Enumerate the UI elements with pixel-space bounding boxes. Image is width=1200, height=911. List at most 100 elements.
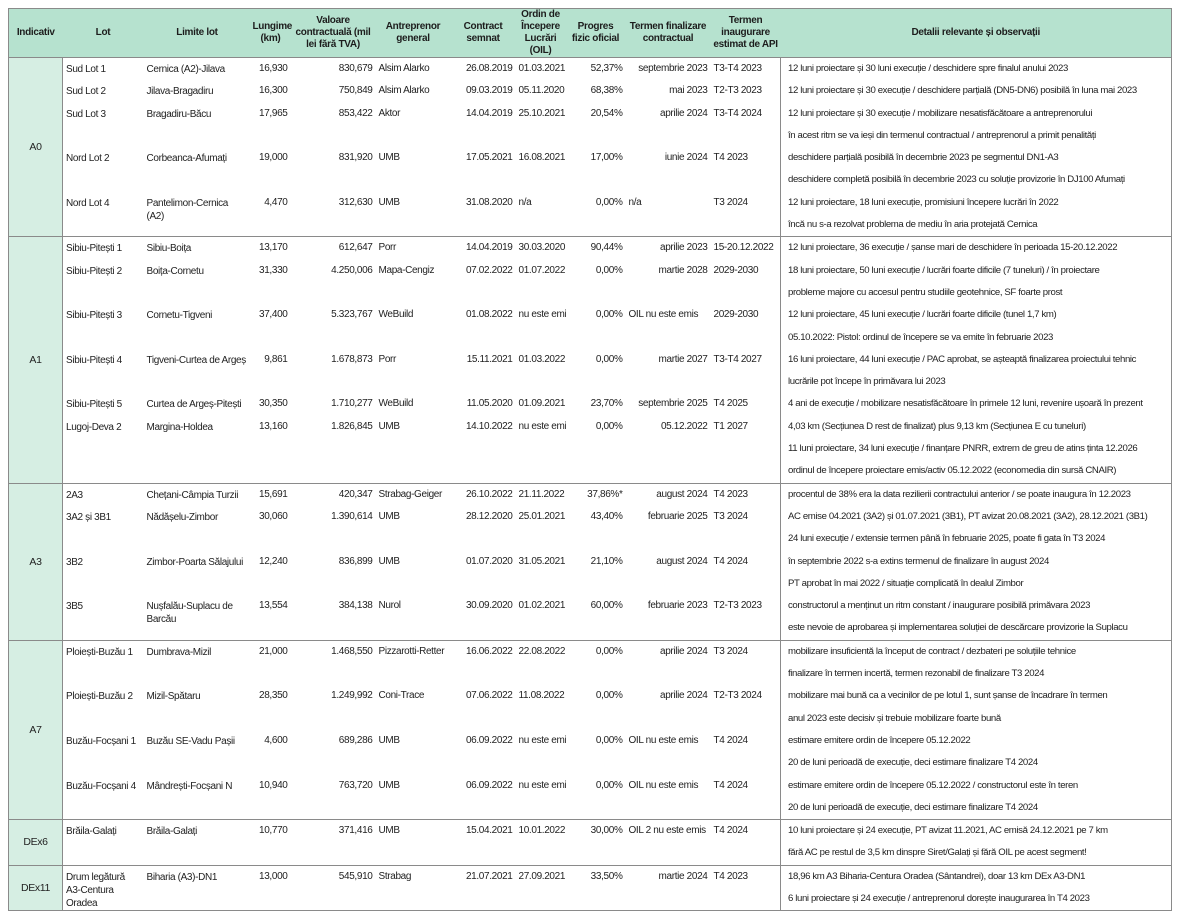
details-cell: 10 luni proiectare și 24 execuție, PT av… xyxy=(780,819,1172,866)
details-note: 12 luni proiectare și 30 execuție / mobi… xyxy=(788,107,1093,119)
lot-cell: Buzău-Focșani 1 xyxy=(66,735,136,747)
table-row: DEx6 Brăila-Galați Brăila-Galați 10,770 371,… xyxy=(8,819,1172,866)
inaugurare-cell: T4 2023 xyxy=(713,152,749,164)
details-note: este nevoie de aprobarea și implementare… xyxy=(788,622,1128,634)
valoare-cell: 1.468,550 xyxy=(290,639,376,686)
col-header-progres: Progres fizic oficial xyxy=(565,8,626,58)
lungime-cell: 37,400 xyxy=(259,309,288,321)
details-note: 12 luni proiectare, 36 execuție / șanse … xyxy=(788,242,1118,254)
antreprenor-cell: Pizzarotti-Retter xyxy=(375,639,451,686)
contract-cell: 26.10.2022 xyxy=(450,482,516,506)
progres-cell: 0,00% xyxy=(595,309,623,321)
lot-cell: Buzău-Focșani 4 xyxy=(66,780,136,792)
indicativ-cell: DEx6 xyxy=(8,819,63,866)
table-row: Sibiu-Pitești 5 Curtea de Argeș-Pitești 30… xyxy=(9,393,1172,416)
progres-cell: 37,86%* xyxy=(565,482,626,506)
lungime-cell: 17,965 xyxy=(259,107,288,119)
details-note: mobilizare insuficientă la început de co… xyxy=(788,645,1076,657)
inaugurare-cell: T3 2024 xyxy=(713,510,749,522)
termen-cell: 05.12.2022 xyxy=(660,420,708,432)
details-cell: 12 luni proiectare, 45 luni execuție / l… xyxy=(780,304,1172,349)
table-row: Sibiu-Pitești 4 Tigveni-Curtea de Argeș 9,… xyxy=(9,348,1172,394)
oil-cell: nu este emis xyxy=(518,309,566,321)
progres-cell: 60,00% xyxy=(590,600,623,612)
progres-cell: 52,37% xyxy=(565,57,626,81)
limite-cell: Pantelimon-Cernica (A2) xyxy=(146,197,229,222)
termen-cell: aprilie 2024 xyxy=(659,107,708,119)
antreprenor-cell: Porr xyxy=(378,353,397,365)
details-note: PT aprobat în mai 2022 / situație compli… xyxy=(788,577,1024,589)
antreprenor-cell: UMB xyxy=(378,152,401,164)
contract-cell: 14.04.2019 xyxy=(465,107,513,119)
lungime-cell: 30,060 xyxy=(259,510,288,522)
antreprenor-cell: Nurol xyxy=(378,600,402,612)
lot-cell: Drum legătură A3-Centura Oradea xyxy=(62,864,144,911)
antreprenor-cell: Mapa-Cengiz xyxy=(378,264,435,276)
details-note: estimare emitere ordin de începere 05.12… xyxy=(788,734,971,746)
limite-cell: Buzău SE-Vadu Pașii xyxy=(146,735,236,747)
valoare-cell: 1.710,277 xyxy=(331,398,373,410)
antreprenor-cell: UMB xyxy=(378,510,401,522)
lungime-cell: 16,300 xyxy=(259,85,288,97)
lot-cell: 3B5 xyxy=(66,601,83,613)
inaugurare-cell: T4 2025 xyxy=(713,398,749,410)
details-note: 16 luni proiectare, 44 luni execuție / P… xyxy=(788,353,1137,365)
inaugurare-cell: 2029-2030 xyxy=(713,309,759,321)
progres-cell: 0,00% xyxy=(595,690,623,702)
details-note: 12 luni proiectare și 30 execuție / desc… xyxy=(788,85,1137,97)
limite-cell: Tigveni-Curtea de Argeș xyxy=(146,354,247,366)
termen-cell: aprilie 2024 xyxy=(659,690,708,702)
contract-cell: 17.05.2021 xyxy=(465,152,513,164)
termen-cell: iunie 2024 xyxy=(664,152,708,164)
oil-cell: 30.03.2020 xyxy=(515,236,566,260)
lot-cell: Ploiești-Buzău 1 xyxy=(62,639,144,686)
inaugurare-cell: 2029-2030 xyxy=(713,264,759,276)
antreprenor-cell: Alsim Alarko xyxy=(375,57,451,81)
inaugurare-cell: T3-T4 2023 xyxy=(710,57,781,81)
antreprenor-cell: UMB xyxy=(378,196,401,208)
details-note: anul 2023 este decisiv și trebuie mobili… xyxy=(788,712,1001,724)
termen-cell: februarie 2023 xyxy=(647,600,708,612)
details-cell: estimare emitere ordin de începere 05.12… xyxy=(780,774,1172,820)
limite-cell: Boița-Cornetu xyxy=(146,265,205,277)
antreprenor-cell: Alsim Alarko xyxy=(378,85,430,97)
contract-cell: 14.10.2022 xyxy=(465,420,513,432)
contract-cell: 06.09.2022 xyxy=(465,734,513,746)
limite-cell: Sibiu-Boița xyxy=(143,236,251,260)
valoare-cell: 5.323,767 xyxy=(331,309,373,321)
lungime-cell: 10,940 xyxy=(259,779,288,791)
limite-cell: Brăila-Galați xyxy=(143,819,251,866)
motorway-status-table: Indicativ Lot Limite lot Lungime (km) Va… xyxy=(8,8,1172,911)
indicativ-cell: A7 xyxy=(8,639,63,820)
oil-cell: 05.11.2020 xyxy=(518,85,565,97)
contract-cell: 06.09.2022 xyxy=(465,779,513,791)
inaugurare-cell: T1 2027 xyxy=(713,420,749,432)
lungime-cell: 12,240 xyxy=(259,555,288,567)
termen-cell: septembrie 2023 xyxy=(625,57,711,81)
lot-cell: Lugoj-Deva 2 xyxy=(66,421,122,433)
limite-cell: Zimbor-Poarta Sălajului xyxy=(146,556,244,568)
lot-cell: Sibiu-Pitești 5 xyxy=(66,399,122,411)
details-note: 05.10.2022: Pistol: ordinul de începere … xyxy=(788,331,1053,343)
details-note: 10 luni proiectare și 24 execuție, PT av… xyxy=(788,825,1108,837)
antreprenor-cell: WeBuild xyxy=(378,398,414,410)
inaugurare-cell: T3 2024 xyxy=(710,639,781,686)
termen-cell: aprilie 2024 xyxy=(625,639,711,686)
details-note: estimare emitere ordin de începere 05.12… xyxy=(788,779,1078,791)
oil-cell: 16.08.2021 xyxy=(518,152,566,164)
lungime-cell: 4,600 xyxy=(264,734,288,746)
lot-cell: 3A2 și 3B1 xyxy=(66,511,111,523)
col-header-contract: Contract semnat xyxy=(450,8,516,58)
table-row: 3B5 Nușfalău-Suplacu de Barcău 13,554 384,1… xyxy=(9,595,1172,641)
valoare-cell: 1.826,845 xyxy=(331,420,373,432)
limite-cell: Mândrești-Focșani N xyxy=(146,780,233,792)
oil-cell: nu este emis xyxy=(518,420,566,432)
details-cell: 4,03 km (Secțiunea D rest de finalizat) … xyxy=(780,415,1172,484)
details-cell: 18,96 km A3 Biharia-Centura Oradea (Sânt… xyxy=(780,864,1172,911)
limite-cell: Biharia (A3)-DN1 xyxy=(143,864,251,911)
lungime-cell: 13,170 xyxy=(250,236,291,260)
limite-cell: Cornetu-Tigveni xyxy=(146,310,213,322)
details-note: finalizare în termen incertă, termen rez… xyxy=(788,668,1045,680)
termen-cell: martie 2024 xyxy=(625,864,711,911)
contract-cell: 16.06.2022 xyxy=(450,639,516,686)
